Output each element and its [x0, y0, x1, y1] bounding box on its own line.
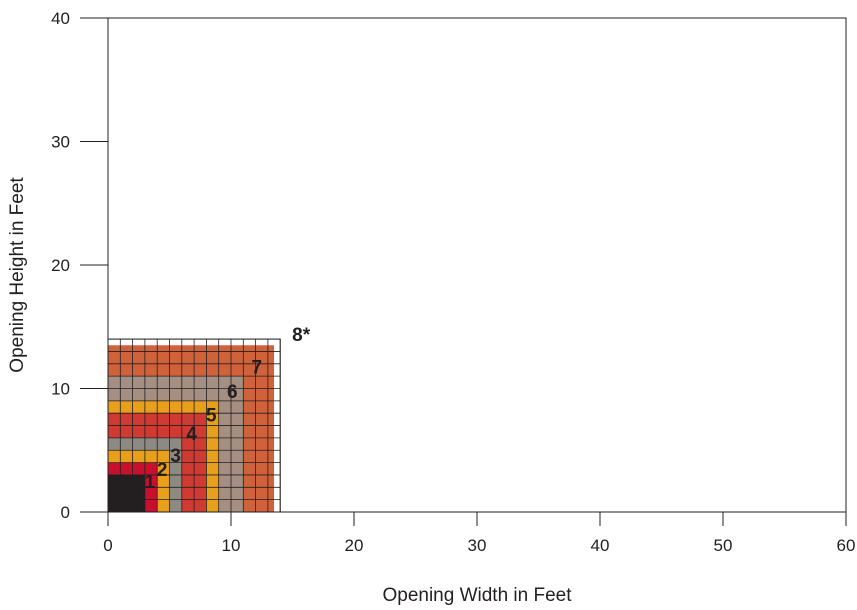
- zone-label-6: 6: [227, 382, 238, 403]
- x-axis-label: Opening Width in Feet: [382, 585, 572, 606]
- y-tick-label: 30: [51, 133, 70, 152]
- zone-label-7: 7: [252, 357, 263, 378]
- x-tick-label: 50: [714, 536, 733, 555]
- zone-label-8-star: 8*: [292, 325, 311, 346]
- zone-1-fill: [108, 474, 145, 512]
- x-tick-label: 30: [468, 536, 487, 555]
- zone-label-1: 1: [145, 472, 156, 493]
- y-axis-label: Opening Height in Feet: [7, 177, 28, 373]
- x-tick-label: 10: [222, 536, 241, 555]
- y-tick-label: 0: [61, 503, 70, 522]
- y-tick-label: 10: [51, 380, 70, 399]
- x-tick-label: 60: [837, 536, 856, 555]
- x-tick-label: 20: [345, 536, 364, 555]
- zone-label-5: 5: [206, 405, 217, 426]
- zone-label-4: 4: [186, 424, 197, 445]
- zone-label-3: 3: [170, 446, 181, 467]
- y-tick-label: 40: [51, 9, 70, 28]
- axis-tick-labels: 0 10 20 30 40 50 60 0 10 20 30 40: [51, 9, 855, 555]
- y-tick-label: 20: [51, 256, 70, 275]
- axis-ticks: [80, 17, 847, 526]
- x-tick-label: 0: [103, 536, 112, 555]
- zone-label-2: 2: [157, 460, 168, 481]
- x-tick-label: 40: [591, 536, 610, 555]
